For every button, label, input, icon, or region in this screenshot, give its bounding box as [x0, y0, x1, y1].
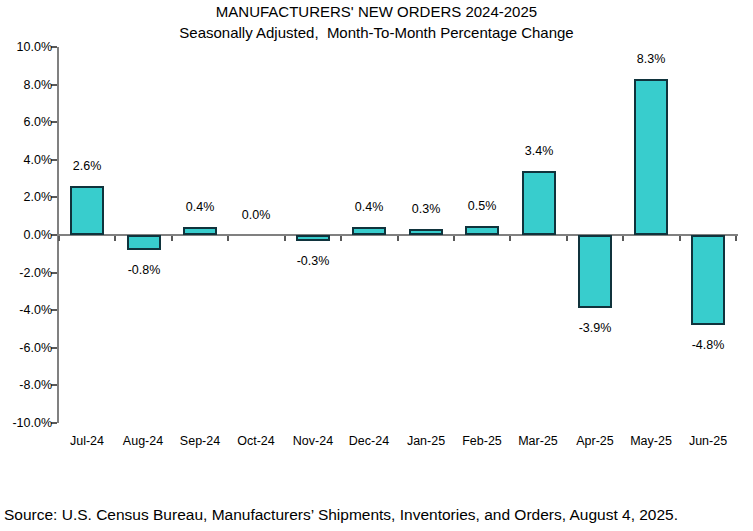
data-label-nov-24: -0.3%: [281, 253, 345, 269]
x-axis-label-may-25: May-25: [623, 433, 679, 449]
y-axis-label: 8.0%: [0, 77, 52, 93]
x-axis-label-feb-25: Feb-25: [454, 433, 510, 449]
data-label-jul-24: 2.6%: [55, 158, 119, 174]
bar-dec-24: [352, 227, 386, 235]
x-axis-tick: [58, 236, 60, 241]
bar-feb-25: [465, 226, 499, 235]
y-axis-label: 2.0%: [0, 189, 52, 205]
x-axis-label-jan-25: Jan-25: [398, 433, 454, 449]
data-label-aug-24: -0.8%: [112, 262, 176, 278]
x-axis-label-jun-25: Jun-25: [680, 433, 736, 449]
x-axis-label-jul-24: Jul-24: [59, 433, 115, 449]
plot-area: -10.0%-8.0%-6.0%-4.0%-2.0%0.0%2.0%4.0%6.…: [59, 47, 736, 423]
data-label-oct-24: 0.0%: [224, 207, 288, 223]
x-axis-tick: [566, 236, 568, 241]
y-axis-label: -8.0%: [0, 377, 52, 393]
x-axis-tick: [114, 236, 116, 241]
bar-nov-24: [296, 235, 330, 241]
chart-canvas: MANUFACTURERS' NEW ORDERS 2024-2025 Seas…: [0, 0, 753, 531]
x-axis-tick: [340, 236, 342, 241]
bar-mar-25: [522, 171, 556, 235]
x-axis-tick: [679, 236, 681, 241]
x-axis-tick: [284, 236, 286, 241]
data-label-dec-24: 0.4%: [337, 199, 401, 215]
data-label-sep-24: 0.4%: [168, 199, 232, 215]
chart-subtitle: Seasonally Adjusted, Month-To-Month Perc…: [0, 23, 753, 42]
x-axis-tick: [171, 236, 173, 241]
bar-sep-24: [183, 227, 217, 235]
y-axis-label: 10.0%: [0, 39, 52, 55]
bar-may-25: [634, 79, 668, 235]
x-axis-tick: [622, 236, 624, 241]
y-axis-label: -10.0%: [0, 415, 52, 431]
data-label-mar-25: 3.4%: [507, 143, 571, 159]
bar-apr-25: [578, 235, 612, 308]
bar-jun-25: [691, 235, 725, 325]
bar-aug-24: [127, 235, 161, 250]
x-axis-label-aug-24: Aug-24: [115, 433, 171, 449]
y-axis-label: 4.0%: [0, 152, 52, 168]
y-axis-label: -4.0%: [0, 302, 52, 318]
x-axis-tick: [453, 236, 455, 241]
data-label-jun-25: -4.8%: [676, 337, 740, 353]
bar-jan-25: [409, 229, 443, 235]
y-axis-label: -2.0%: [0, 265, 52, 281]
y-axis-label: -6.0%: [0, 340, 52, 356]
y-axis-label: 0.0%: [0, 227, 52, 243]
x-axis-label-dec-24: Dec-24: [341, 433, 397, 449]
x-axis-label-apr-25: Apr-25: [567, 433, 623, 449]
x-axis-tick: [227, 236, 229, 241]
x-axis-label-mar-25: Mar-25: [510, 433, 566, 449]
x-axis-tick: [509, 236, 511, 241]
x-axis-tick: [735, 236, 737, 241]
source-note: Source: U.S. Census Bureau, Manufacturer…: [4, 505, 753, 525]
data-label-jan-25: 0.3%: [394, 201, 458, 217]
x-axis-tick: [397, 236, 399, 241]
bar-jul-24: [70, 186, 104, 235]
x-axis-label-nov-24: Nov-24: [285, 433, 341, 449]
data-label-may-25: 8.3%: [619, 51, 683, 67]
x-axis-label-oct-24: Oct-24: [228, 433, 284, 449]
y-axis-label: 6.0%: [0, 114, 52, 130]
chart-title: MANUFACTURERS' NEW ORDERS 2024-2025: [0, 2, 753, 21]
data-label-feb-25: 0.5%: [450, 198, 514, 214]
x-axis-label-sep-24: Sep-24: [172, 433, 228, 449]
data-label-apr-25: -3.9%: [563, 320, 627, 336]
